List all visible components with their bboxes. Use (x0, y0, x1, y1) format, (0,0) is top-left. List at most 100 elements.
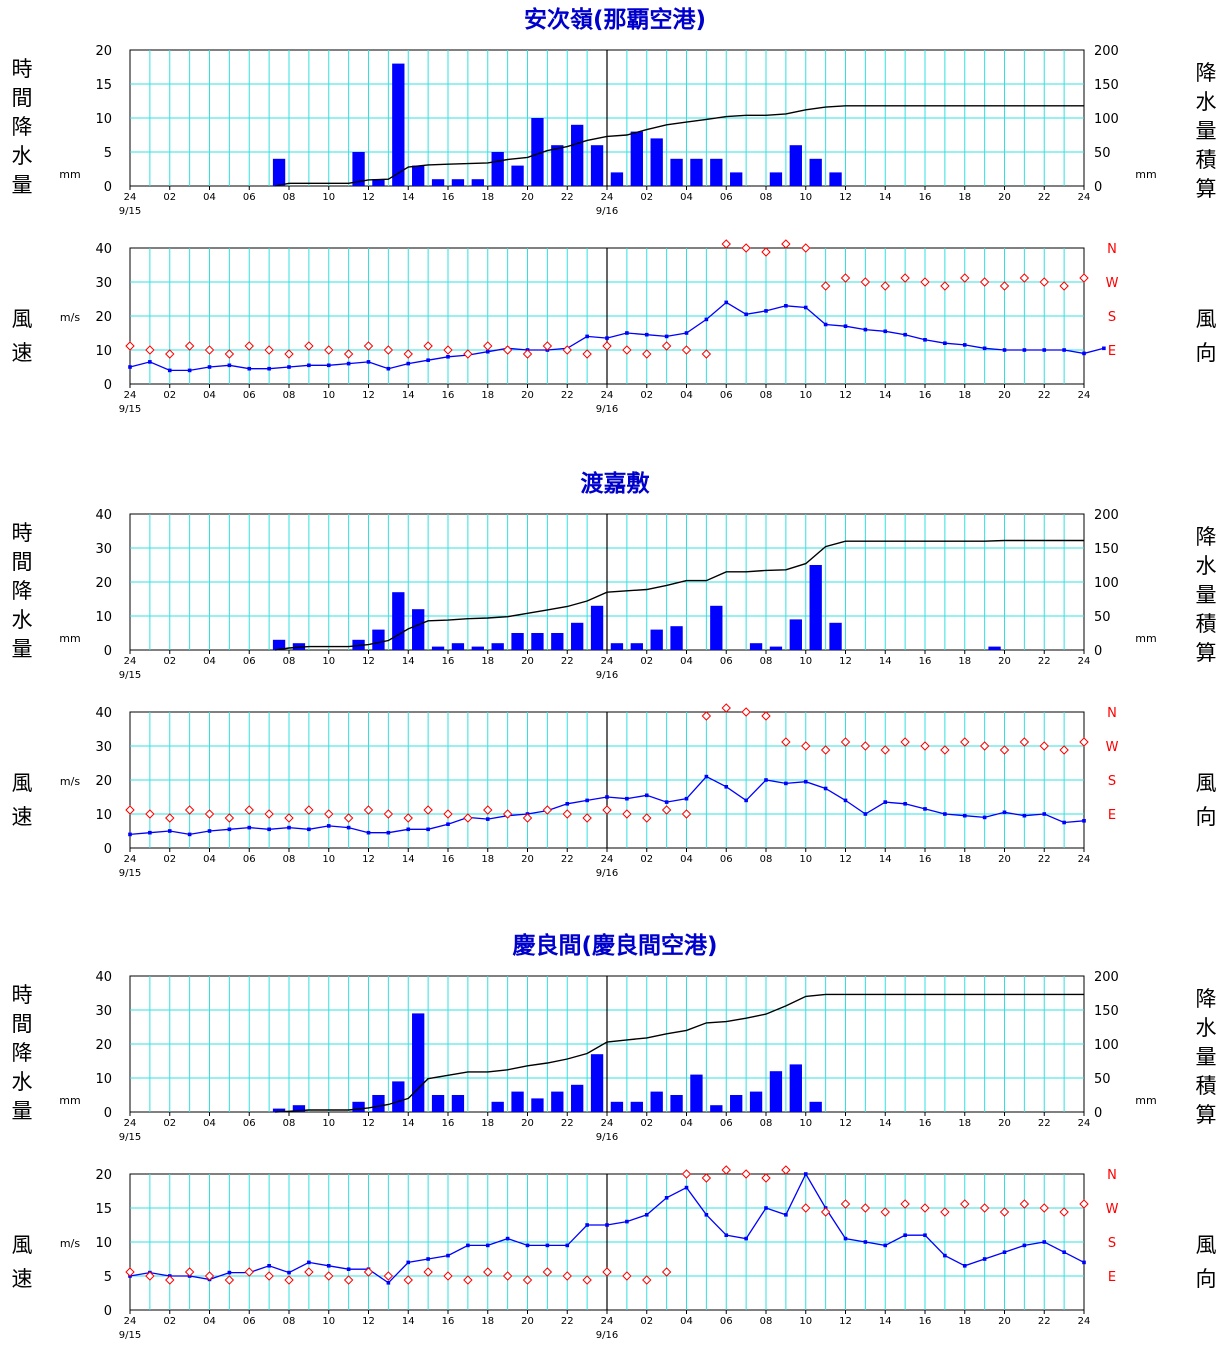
rain-bar (690, 158, 703, 186)
wind-x-tick-label: 02 (163, 390, 176, 401)
station-title: 慶良間(慶良間空港) (512, 932, 717, 959)
wind-x-tick-label: 06 (243, 390, 256, 401)
wind-direction-marker (204, 1271, 215, 1281)
rain-x-tick-label: 10 (799, 656, 812, 667)
wind-direction-marker (284, 1275, 294, 1285)
wind-direction-marker (960, 273, 970, 283)
rain-bar (491, 152, 504, 186)
wind-y-tick-label: 40 (95, 706, 112, 721)
wind-direction-marker (145, 809, 155, 819)
rain-x-tick-label: 18 (958, 656, 971, 667)
wind-direction-marker (522, 813, 533, 823)
wind-direction-marker (820, 281, 831, 291)
wind-speed-point (982, 346, 987, 351)
wind-x-tick-label: 14 (879, 1316, 892, 1327)
wind-direction-marker (264, 1271, 274, 1281)
wind-speed-point (426, 1257, 430, 1261)
wind-direction-marker (741, 243, 751, 253)
wind-speed-point (684, 796, 689, 801)
rain-x-tick-label: 20 (998, 1118, 1011, 1129)
wind-speed-point (485, 1243, 490, 1248)
wind-direction-marker (502, 1271, 513, 1281)
rain-unit-label-left: mm (59, 632, 80, 645)
wind-direction-marker (264, 809, 274, 819)
wind-direction-marker (1019, 273, 1030, 283)
wind-speed-point (406, 1260, 411, 1265)
wind-speed-point (307, 827, 311, 832)
wind-direction-marker (463, 813, 473, 823)
wind-speed-point (1002, 348, 1007, 352)
rain-right-axis-label-char: 降 (1196, 987, 1217, 1011)
rain-x-tick-label: 14 (402, 656, 415, 667)
rain-x-tick-label: 20 (521, 656, 534, 667)
rain-x-tick-label: 24 (1078, 656, 1091, 667)
wind-speed-point (346, 361, 351, 366)
wind-dir-axis-label: S (1108, 774, 1116, 789)
wind-speed-point (823, 786, 828, 791)
wind-direction-marker (761, 1173, 771, 1183)
rain-bar (571, 1084, 584, 1112)
wind-direction-marker (681, 345, 692, 355)
wind-speed-point (187, 368, 192, 373)
rain-left-axis-label-char: 降 (12, 579, 33, 603)
wind-direction-marker (343, 349, 354, 359)
wind-direction-marker (304, 805, 314, 815)
wind-direction-marker (443, 345, 453, 355)
wind-direction-marker (642, 813, 652, 823)
wind-y-tick-label: 0 (104, 842, 112, 857)
rain-bar (412, 609, 425, 650)
wind-x-tick-label: 22 (561, 1316, 574, 1327)
rain-bar (292, 1105, 306, 1112)
wind-speed-point (485, 817, 490, 821)
wind-speed-point (1102, 346, 1106, 351)
rain-bar (531, 1098, 544, 1112)
wind-direction-marker (542, 1267, 553, 1277)
wind-speed-point (883, 1243, 888, 1248)
wind-speed-point (565, 802, 570, 806)
wind-speed-point (585, 1223, 589, 1227)
rain-x-tick-label: 06 (243, 1118, 256, 1129)
rain-x-tick-label: 08 (283, 656, 296, 667)
wind-direction-marker (642, 1275, 652, 1285)
wind-speed-point (982, 815, 987, 820)
rain-x-tick-label: 10 (322, 1118, 335, 1129)
wind-x-tick-label: 24 (124, 854, 137, 865)
wind-x-tick-label: 24 (601, 390, 614, 401)
rain-unit-label-right: mm (1135, 168, 1156, 181)
rain-right-axis-label-char: 積 (1196, 148, 1217, 172)
wind-date-label: 9/16 (596, 404, 618, 415)
wind-direction-marker (125, 341, 135, 351)
rain-x-tick-label: 24 (601, 1118, 614, 1129)
wind-direction-marker (721, 239, 731, 249)
wind-speed-point (784, 1213, 788, 1217)
rain-hourly-y-tick-label: 30 (95, 542, 112, 557)
rain-hourly-y-tick-label: 10 (95, 610, 112, 625)
rain-x-tick-label: 06 (243, 192, 256, 203)
wind-speed-point (744, 798, 748, 803)
rain-x-tick-label: 02 (640, 1118, 653, 1129)
wind-direction-marker (622, 809, 632, 819)
wind-speed-point (724, 1233, 729, 1237)
wind-speed-point (1002, 1250, 1007, 1254)
rain-bar (769, 172, 783, 186)
wind-x-tick-label: 04 (680, 854, 693, 865)
wind-left-axis-label-char: 風 (12, 1233, 33, 1257)
wind-direction-marker (781, 737, 791, 747)
wind-date-label: 9/15 (119, 1330, 141, 1341)
wind-direction-marker (204, 809, 215, 819)
wind-x-tick-label: 12 (839, 390, 852, 401)
rain-bar (650, 138, 663, 186)
rain-cumulative-tick-label: 100 (1094, 112, 1119, 127)
wind-x-tick-label: 04 (680, 1316, 693, 1327)
wind-dir-axis-label: W (1106, 1202, 1119, 1217)
wind-date-label: 9/15 (119, 404, 141, 415)
rain-x-tick-label: 14 (402, 192, 415, 203)
rain-bar (769, 646, 783, 650)
wind-x-tick-label: 24 (1078, 854, 1091, 865)
wind-direction-marker (463, 1275, 473, 1285)
wind-x-tick-label: 10 (322, 390, 335, 401)
wind-x-tick-label: 10 (322, 1316, 335, 1327)
wind-x-tick-label: 18 (958, 390, 971, 401)
wind-direction-marker (920, 741, 930, 751)
rain-left-axis-label-char: 間 (12, 1012, 33, 1036)
